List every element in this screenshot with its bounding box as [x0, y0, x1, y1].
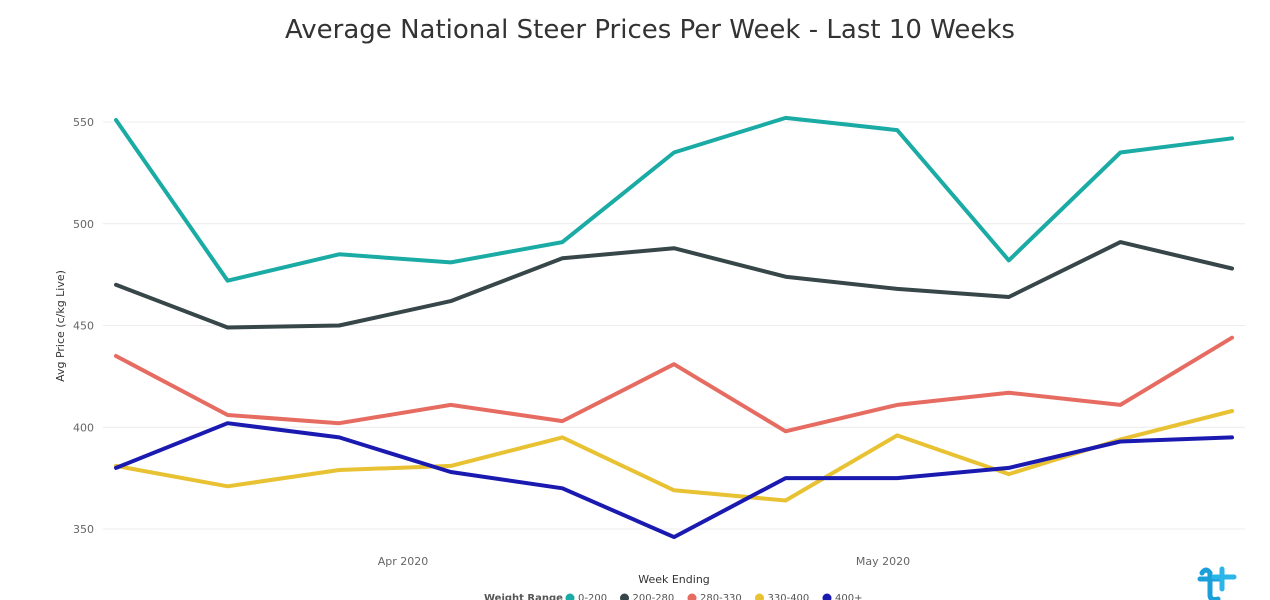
series-lines: [114, 115, 1234, 540]
x-axis-ticks: Apr 2020 May 2020: [378, 555, 910, 568]
y-tick-label: 500: [73, 218, 94, 231]
x-tick-label: May 2020: [856, 555, 910, 568]
legend-marker: [687, 593, 697, 600]
y-axis-ticks: 350 400 450 500 550: [73, 116, 94, 536]
y-tick-label: 550: [73, 116, 94, 129]
y-tick-label: 400: [73, 421, 94, 434]
chart-title: Average National Steer Prices Per Week -…: [285, 15, 1015, 45]
legend-item-label: 280-330: [700, 593, 742, 600]
series-line-0-200: [114, 115, 1234, 283]
y-tick-label: 350: [73, 523, 94, 536]
series-line-400+: [114, 421, 1234, 540]
series-line-280-330: [114, 335, 1234, 434]
legend-marker: [822, 593, 832, 600]
legend-item-label: 400+: [835, 593, 862, 600]
legend-marker: [565, 593, 575, 600]
legend-item-label: 0-200: [578, 593, 607, 600]
legend: Weight Range 0-200 200-280 280-330 330-400 40…: [484, 593, 862, 600]
series-line-200-280: [114, 240, 1234, 330]
y-tick-label: 450: [73, 320, 94, 333]
legend-title: Weight Range: [484, 593, 563, 600]
legend-item-label: 200-280: [633, 593, 675, 600]
x-tick-label: Apr 2020: [378, 555, 429, 568]
y-axis-label: Avg Price (c/kg Live): [54, 270, 67, 382]
legend-marker: [755, 593, 764, 600]
legend-item-label: 330-400: [768, 593, 810, 600]
x-axis-label: Week Ending: [638, 573, 710, 586]
series-line-330-400: [114, 409, 1234, 503]
brand-logo-icon: [1197, 566, 1237, 600]
legend-marker: [620, 593, 629, 600]
